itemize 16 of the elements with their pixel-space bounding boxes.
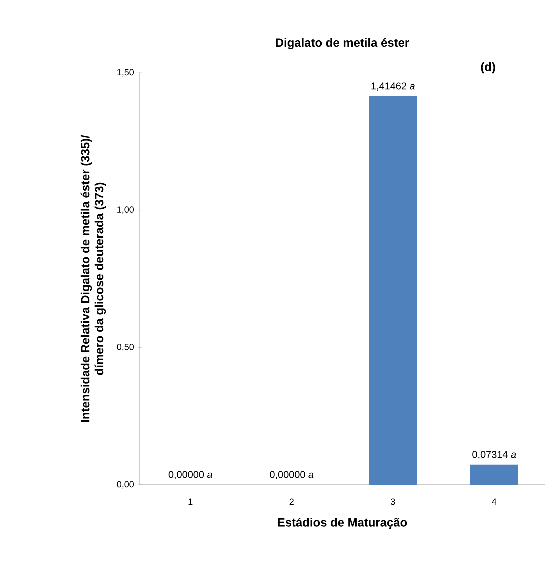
annotation: (d) <box>481 62 496 74</box>
x-tick-label: 3 <box>390 498 396 506</box>
data-label: 1,41462 a <box>372 82 415 91</box>
x-tick-label: 2 <box>290 498 294 506</box>
x-tick-label: 1 <box>188 498 193 505</box>
chart-title: Digalato de metila éster <box>276 38 410 50</box>
y-axis-title: Intensidade Relativa Digalato de metila éster (335)/ dímero da glicose deuterada (373) <box>80 135 106 422</box>
data-label: 0,00000 a <box>168 471 212 480</box>
y-tick-label: 0,00 <box>117 481 134 489</box>
y-tick-label: 0,50 <box>117 344 134 352</box>
y-tick-label: 1,00 <box>118 206 134 214</box>
y-tick-label: 1,50 <box>118 69 134 77</box>
data-label: 0,00000 a <box>270 471 314 480</box>
x-axis-title: Estádios de Maturação <box>278 518 408 530</box>
x-tick-label: 4 <box>492 498 497 505</box>
data-label: 0,07314 a <box>472 451 516 460</box>
